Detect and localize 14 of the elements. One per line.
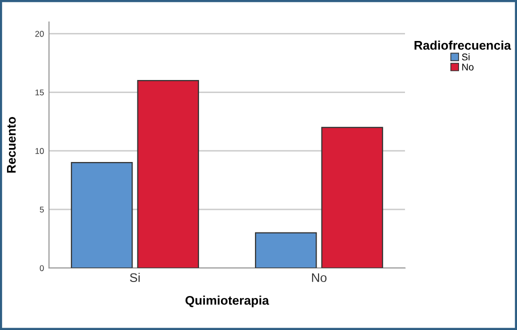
bar [321,126,384,268]
y-tick-label: 0 [40,265,44,272]
legend-label: Si [462,53,470,60]
bar [137,80,200,268]
y-tick-label: 15 [36,90,44,96]
bar [70,162,133,268]
legend-title: Radiofrecuencia [414,40,512,50]
y-tick-label: 20 [35,30,44,37]
legend-label: No [462,64,474,70]
y-tick-label: 10 [36,148,44,154]
y-tick-label: 5 [40,206,44,213]
bar [254,232,317,268]
y-axis-title: Recuento [7,117,16,173]
x-axis-title: Quimioterapia [185,296,270,308]
